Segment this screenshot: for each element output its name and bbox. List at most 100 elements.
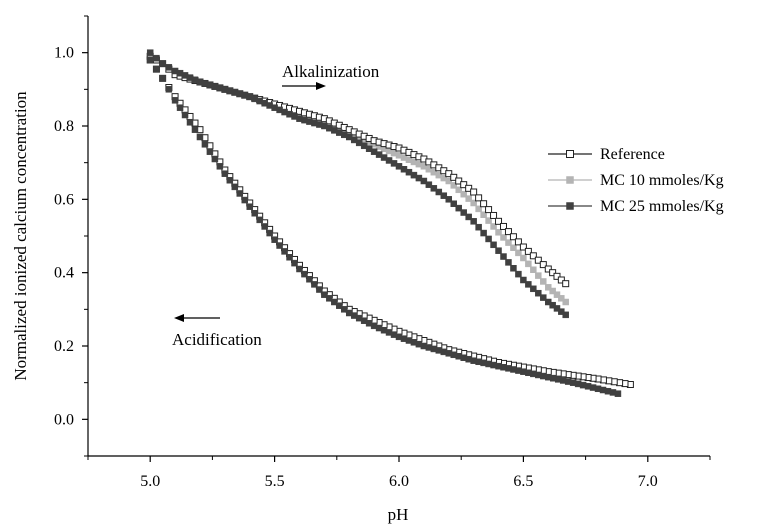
data-point — [535, 272, 542, 279]
data-point — [530, 266, 537, 273]
data-point — [186, 119, 194, 126]
x-tick-label: 6.0 — [389, 473, 409, 490]
data-point — [440, 192, 448, 199]
data-point — [540, 278, 547, 285]
data-point — [241, 196, 248, 204]
data-point — [558, 295, 565, 302]
x-axis-label: pH — [388, 505, 409, 524]
data-point — [316, 286, 323, 293]
data-point — [475, 205, 482, 213]
data-point — [470, 188, 478, 196]
data-point — [475, 194, 483, 202]
data-point — [480, 211, 487, 218]
y-tick-label: 0.6 — [54, 191, 74, 208]
data-point — [256, 216, 263, 224]
data-point — [455, 204, 462, 212]
data-point — [171, 97, 179, 104]
data-point — [510, 244, 517, 251]
data-point — [544, 265, 552, 273]
series-2 — [146, 49, 622, 397]
data-point — [549, 287, 556, 295]
data-point — [475, 223, 482, 231]
data-point — [490, 241, 497, 249]
data-point — [211, 155, 219, 163]
data-point — [430, 185, 438, 192]
y-tick-label: 0.4 — [54, 265, 74, 282]
data-point — [553, 291, 561, 298]
data-point — [540, 294, 547, 301]
data-point — [321, 291, 328, 298]
x-tick-label: 5.5 — [265, 473, 285, 490]
y-tick-label: 0.2 — [54, 338, 74, 355]
data-point — [181, 111, 189, 119]
data-point — [286, 254, 293, 261]
data-point — [505, 259, 512, 266]
data-point — [445, 196, 453, 203]
data-point — [525, 281, 532, 288]
data-point — [291, 259, 298, 267]
data-point — [490, 211, 498, 219]
data-point — [509, 233, 517, 241]
plot-marks — [146, 49, 634, 397]
legend-marker — [566, 150, 574, 158]
data-point — [534, 256, 542, 264]
data-point — [505, 239, 512, 246]
data-point — [216, 163, 224, 170]
annotation-acidification: Acidification — [172, 314, 262, 349]
data-point — [301, 270, 308, 278]
data-point — [246, 203, 253, 210]
data-point — [266, 229, 273, 237]
data-point — [525, 260, 532, 268]
data-point — [557, 276, 565, 284]
y-tick-label: 0.8 — [54, 118, 74, 135]
data-point — [470, 218, 477, 225]
alkalinization-arrowhead — [316, 82, 326, 90]
data-point — [450, 173, 458, 181]
data-point — [529, 252, 537, 260]
data-point — [191, 126, 199, 133]
data-point — [445, 177, 453, 185]
data-point — [206, 148, 214, 155]
data-point — [480, 200, 488, 208]
data-point — [146, 49, 154, 56]
annotation-alkalinization: Alkalinization — [282, 62, 380, 90]
data-point — [261, 223, 268, 230]
data-point — [465, 195, 472, 202]
data-point — [165, 64, 173, 71]
data-point — [535, 289, 542, 297]
data-point — [515, 249, 522, 257]
data-point — [519, 243, 527, 251]
data-point — [420, 177, 428, 185]
data-point — [495, 247, 502, 254]
data-point — [549, 269, 557, 277]
x-tick-label: 6.5 — [513, 473, 533, 490]
data-point — [296, 265, 303, 273]
data-point — [465, 184, 473, 192]
y-tick-label: 1.0 — [54, 45, 74, 62]
data-point — [470, 199, 477, 207]
data-point — [495, 229, 502, 236]
data-point — [455, 177, 463, 185]
y-tick-label: 0.0 — [54, 411, 74, 428]
data-point — [562, 298, 569, 306]
data-point — [221, 170, 229, 177]
data-point — [530, 285, 537, 293]
series-0 — [146, 52, 634, 388]
data-point — [553, 272, 561, 280]
data-point — [196, 133, 204, 141]
data-point — [460, 190, 467, 198]
data-point — [545, 284, 552, 291]
data-point — [460, 181, 468, 189]
data-point — [146, 56, 154, 64]
data-point — [236, 190, 244, 197]
data-point — [336, 302, 343, 309]
data-point — [504, 228, 512, 236]
data-point — [465, 213, 472, 221]
x-tick-label: 7.0 — [638, 473, 658, 490]
legend-label: MC 25 mmoles/Kg — [600, 198, 724, 215]
data-point — [311, 281, 318, 288]
data-point — [345, 309, 353, 317]
data-point — [231, 183, 239, 191]
data-point — [271, 236, 278, 243]
data-point — [281, 248, 288, 255]
